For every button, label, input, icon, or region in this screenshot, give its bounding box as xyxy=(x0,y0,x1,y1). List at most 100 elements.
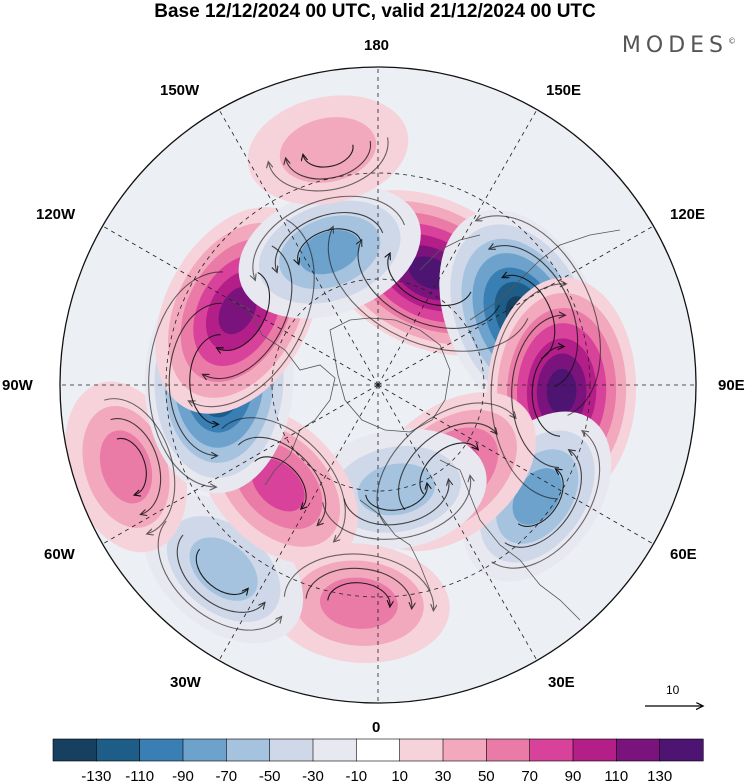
streamline-group xyxy=(221,417,346,541)
streamline xyxy=(264,212,384,271)
colorbar-box xyxy=(269,738,314,762)
streamline-group xyxy=(477,191,601,416)
streamline xyxy=(327,582,392,606)
streamline xyxy=(531,346,563,437)
meridian-line xyxy=(377,384,538,661)
meridian-line xyxy=(218,384,379,661)
colorbar-ticks: -130 -110 -90 -70 -50 -30 -10 10 30 50 70 90 110 130 xyxy=(81,768,672,783)
anomaly-contour xyxy=(319,577,398,629)
streamline xyxy=(189,219,315,408)
streamline xyxy=(322,476,479,540)
anomaly-contour xyxy=(546,368,577,415)
colorbar-tick-label: -70 xyxy=(215,768,237,783)
map-title: Base 12/12/2024 00 UTC, valid 21/12/2024… xyxy=(154,1,596,22)
colorbar-box xyxy=(615,738,661,762)
streamline xyxy=(168,302,222,456)
colorbar-box xyxy=(355,738,401,762)
streamline xyxy=(303,227,529,352)
colorbar-tick-label: -30 xyxy=(302,768,324,783)
streamline xyxy=(221,417,346,541)
colorbar-tick-label: -50 xyxy=(259,768,281,783)
coast-eurasia xyxy=(439,459,581,621)
streamline xyxy=(116,437,147,495)
colorbar-box xyxy=(485,738,531,762)
streamline-group xyxy=(148,271,223,487)
meridian-line xyxy=(102,384,379,545)
lon-label-30e: 30E xyxy=(548,674,575,691)
streamline xyxy=(477,191,601,416)
colorbar-box xyxy=(226,738,271,762)
streamline xyxy=(157,520,281,631)
streamline-group xyxy=(104,398,176,534)
anomaly-field xyxy=(65,95,637,664)
lon-label-60e: 60E xyxy=(670,546,697,563)
lon-label-180: 180 xyxy=(364,37,390,54)
streamline xyxy=(503,265,556,359)
colorbar-boxes xyxy=(52,738,704,762)
streamline xyxy=(237,195,405,279)
coast-europe xyxy=(359,499,431,591)
polar-map xyxy=(59,66,750,735)
anomaly-contour xyxy=(299,230,361,275)
lon-label-90w: 90W xyxy=(2,377,33,394)
anomaly-contour xyxy=(279,117,377,183)
anomaly-contour xyxy=(189,537,258,601)
anomaly-contour xyxy=(99,430,153,504)
streamline xyxy=(303,144,354,168)
colorbar-box xyxy=(96,738,141,762)
streamline-group xyxy=(283,553,437,610)
meridian-line xyxy=(218,109,379,386)
streamline xyxy=(110,418,162,515)
streamline xyxy=(195,548,248,605)
streamline xyxy=(377,254,472,307)
streamline xyxy=(283,553,437,610)
anomaly-contour xyxy=(251,458,305,512)
streamline xyxy=(490,228,579,388)
coast-siberia xyxy=(419,234,481,271)
colorbar-tick-label: 30 xyxy=(435,768,452,783)
streamline xyxy=(189,334,221,425)
streamline xyxy=(148,271,223,487)
streamlines xyxy=(104,137,601,631)
streamline-group xyxy=(490,281,566,500)
meridian-line xyxy=(377,384,654,545)
brand-logo: MODES© xyxy=(621,33,736,58)
streamline xyxy=(517,469,564,527)
streamline-group xyxy=(303,227,529,352)
anomaly-contour xyxy=(218,286,257,335)
streamline xyxy=(491,431,601,569)
streamline xyxy=(268,137,389,192)
colorbar-tick-label: -10 xyxy=(345,768,367,783)
graticule xyxy=(60,67,696,703)
streamline xyxy=(398,422,496,511)
streamline xyxy=(254,456,317,508)
anomaly-pos-160w xyxy=(247,95,409,205)
lon-label-120e: 120E xyxy=(670,206,706,223)
streamline xyxy=(104,398,176,534)
streamline-group xyxy=(322,476,479,540)
colorbar-box xyxy=(659,738,704,762)
colorbar-box xyxy=(139,738,184,762)
colorbar-tick-label: 50 xyxy=(478,768,495,783)
meridian-line xyxy=(377,109,538,386)
lon-label-150w: 150W xyxy=(160,82,200,99)
streamline xyxy=(237,436,327,525)
streamline-group xyxy=(376,402,515,527)
anomaly-blobs xyxy=(65,95,637,664)
streamline xyxy=(203,245,293,397)
colorbar: -130 -110 -90 -70 -50 -30 -10 10 30 50 70 90 110 130 xyxy=(52,738,704,783)
colorbar-tick-label: -110 xyxy=(125,768,154,783)
streamline-group xyxy=(157,520,281,631)
map-border xyxy=(59,66,697,704)
meridian-line xyxy=(102,225,379,386)
streamline xyxy=(490,281,566,500)
lon-label-30w: 30W xyxy=(170,674,201,691)
colorbar-box xyxy=(312,738,357,762)
streamline xyxy=(376,402,515,527)
colorbar-box xyxy=(182,738,227,762)
streamline xyxy=(419,442,478,495)
lon-label-90e: 90E xyxy=(718,377,745,394)
colorbar-box xyxy=(572,738,617,762)
streamline xyxy=(291,228,362,263)
streamline xyxy=(511,313,564,469)
